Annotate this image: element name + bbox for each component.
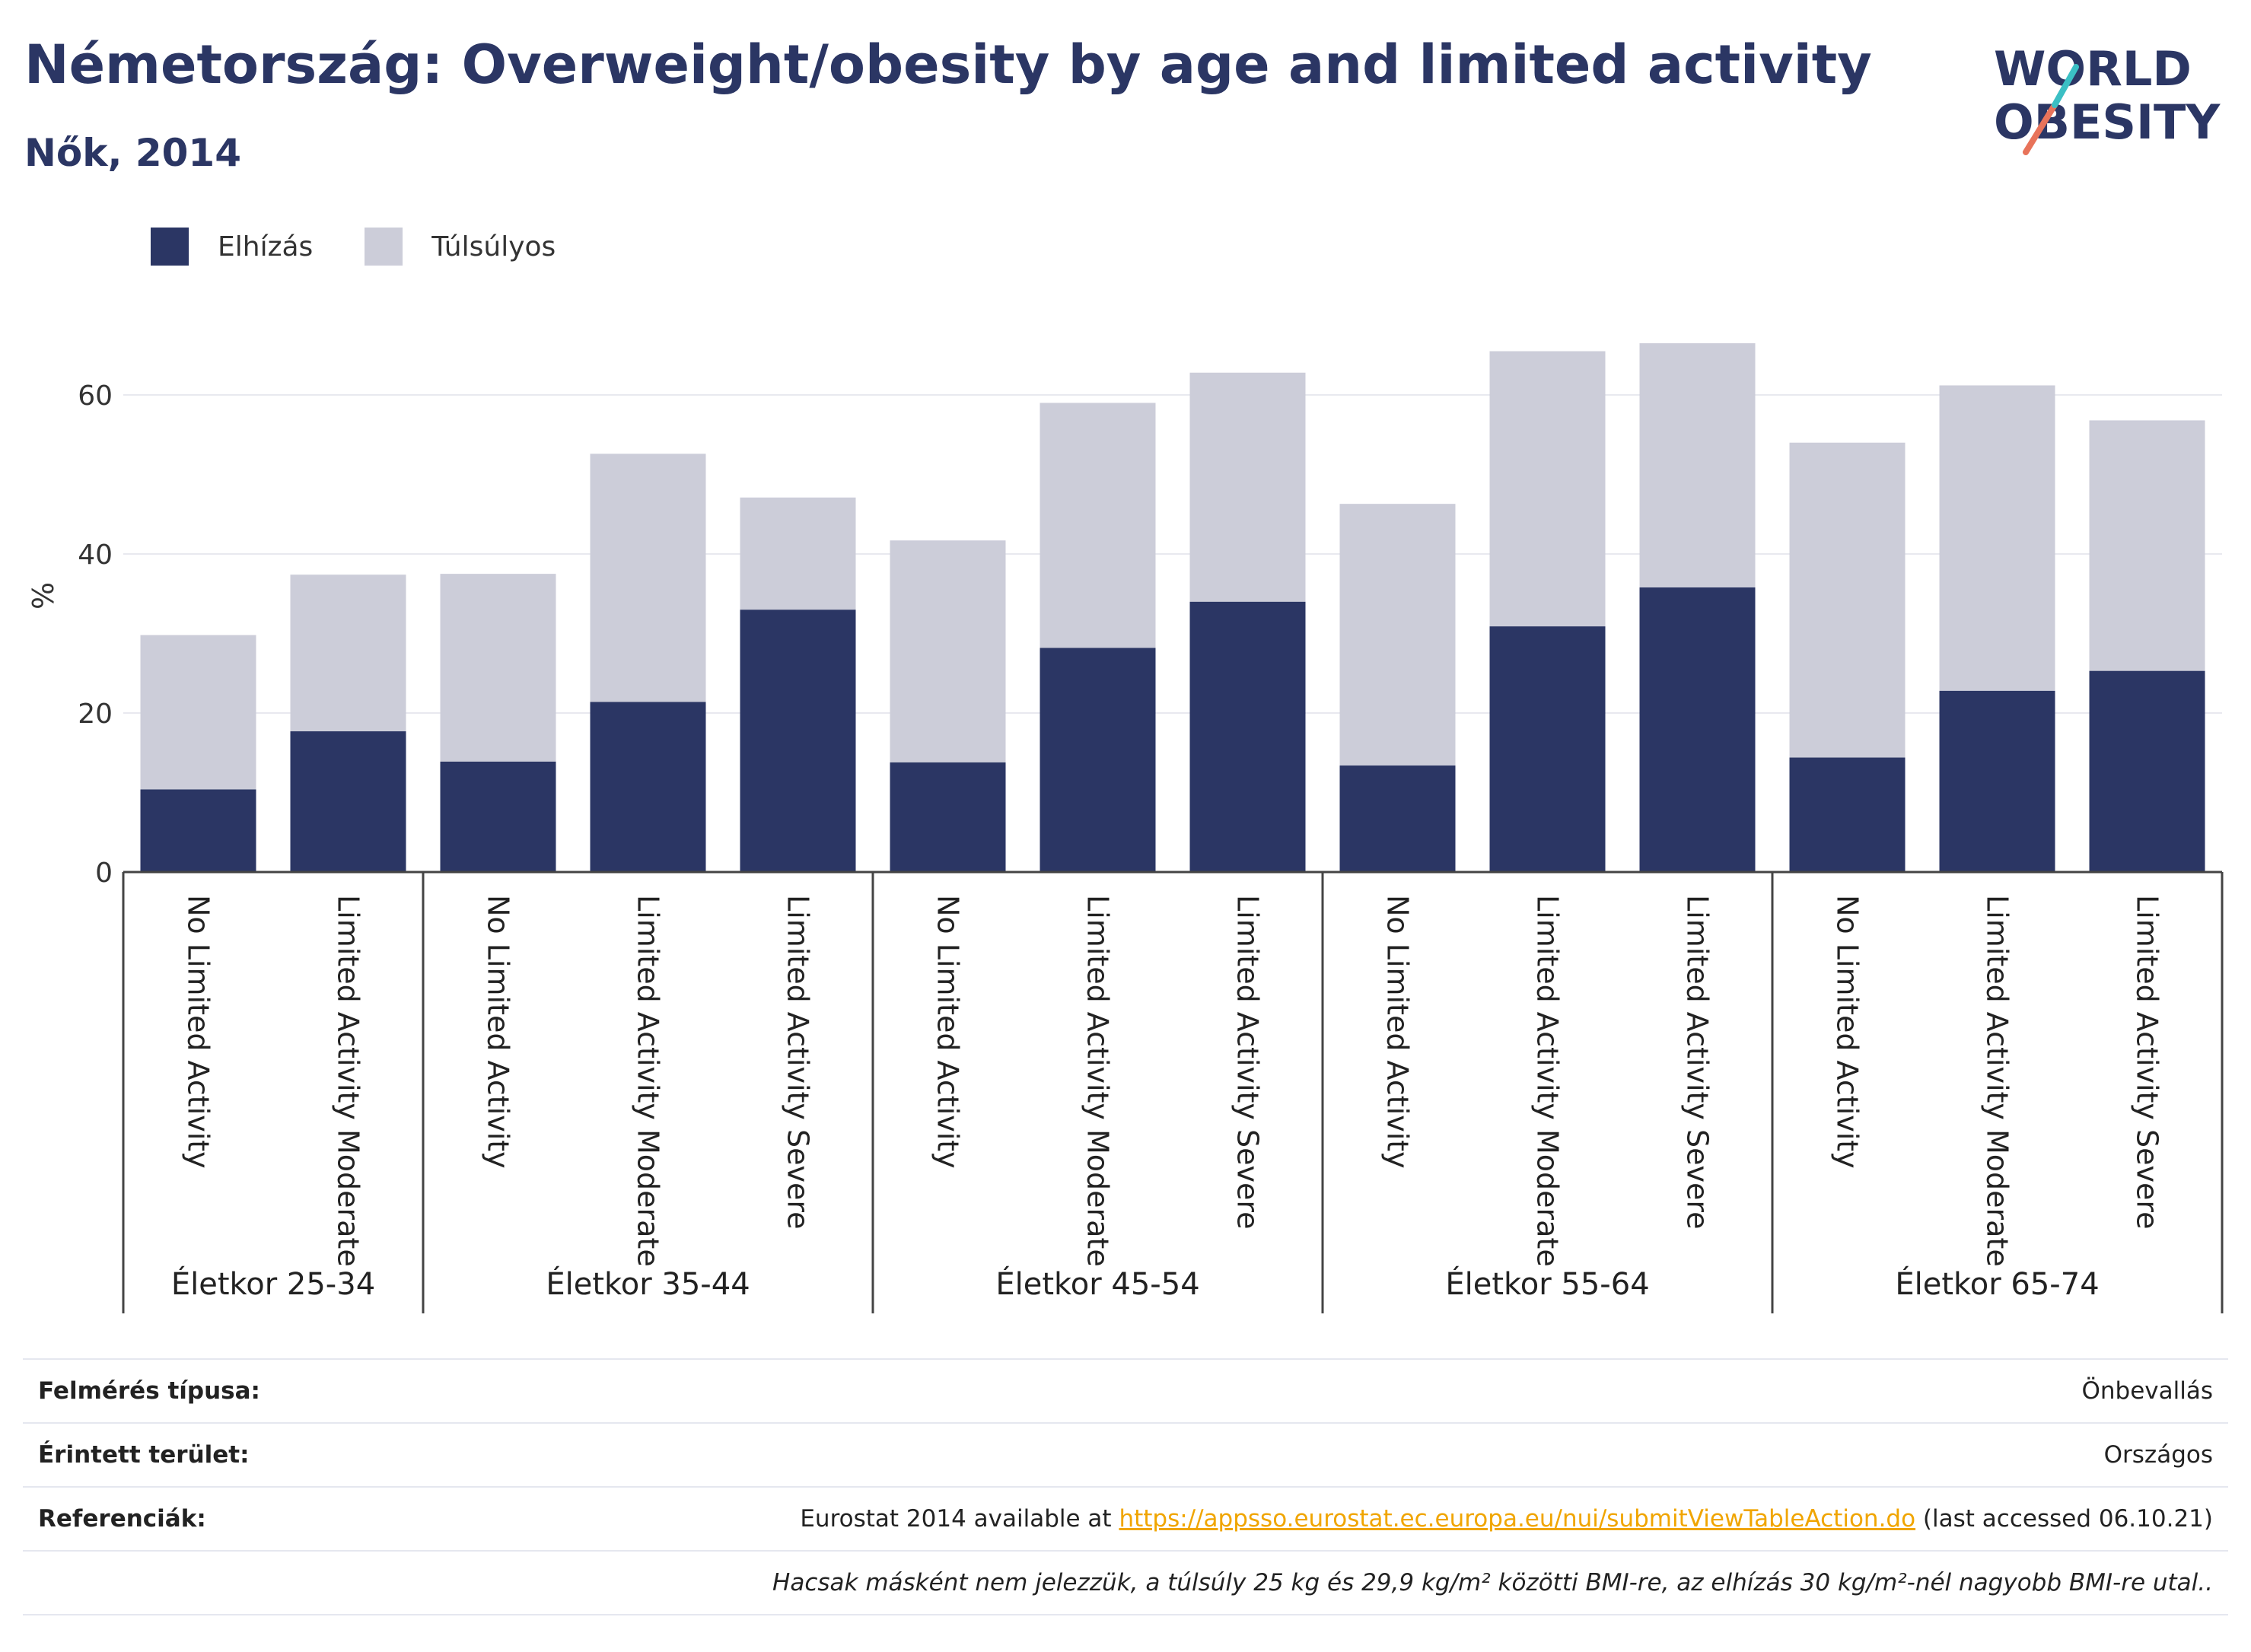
y-tick-label: 40	[78, 540, 113, 571]
x-category-label: Limited Activity Moderate	[332, 895, 365, 1267]
x-category-label: Limited Activity Severe	[2131, 895, 2164, 1230]
x-category-label: No Limited Activity	[182, 895, 215, 1169]
bar-elhizas	[440, 761, 556, 872]
x-group-label: Életkor 55-64	[1445, 1265, 1649, 1302]
x-category-label: Limited Activity Severe	[782, 895, 815, 1230]
bar-elhizas	[290, 731, 406, 872]
bar-tulsulyos	[440, 574, 556, 762]
bar-elhizas	[590, 702, 706, 872]
bar-tulsulyos	[2089, 420, 2205, 671]
footer-label-area: Érintett terület:	[38, 1441, 250, 1469]
x-category-label: Limited Activity Moderate	[1981, 895, 2014, 1267]
world-obesity-logo: WORLD OBESITY	[1994, 41, 2221, 155]
x-category-label: No Limited Activity	[482, 895, 515, 1169]
footer-label-survey-type: Felmérés típusa:	[38, 1377, 260, 1405]
x-category-label: No Limited Activity	[1831, 895, 1864, 1169]
legend-swatch-elhizas	[151, 228, 189, 266]
x-category-label: Limited Activity Moderate	[1081, 895, 1115, 1267]
legend-item-tulsulyos[interactable]: Túlsúlyos	[365, 228, 556, 266]
bar-tulsulyos	[140, 635, 256, 790]
chart-subtitle: Nők, 2014	[24, 131, 242, 175]
bar-elhizas	[890, 762, 1006, 872]
y-tick-label: 20	[78, 699, 113, 730]
bar-elhizas	[1639, 587, 1756, 872]
footer-value-references: Eurostat 2014 available at https://appss…	[800, 1505, 2213, 1533]
x-category-label: No Limited Activity	[1381, 895, 1415, 1169]
footer-row-survey-type: Felmérés típusa: Önbevallás	[23, 1358, 2228, 1422]
logo-slash-coral	[2023, 102, 2058, 155]
footer-value-area: Országos	[2103, 1441, 2213, 1469]
reference-prefix: Eurostat 2014 available at	[800, 1505, 1119, 1533]
bar-elhizas	[1040, 648, 1156, 872]
bar-tulsulyos	[1489, 351, 1606, 627]
bar-elhizas	[1339, 765, 1456, 872]
x-category-label: Limited Activity Moderate	[1531, 895, 1565, 1267]
legend-label-tulsulyos: Túlsúlyos	[431, 231, 556, 263]
bar-tulsulyos	[1939, 385, 2055, 691]
footer-label-references: Referenciák:	[38, 1505, 206, 1533]
footer-note: Hacsak másként nem jelezzük, a túlsúly 2…	[772, 1569, 2213, 1596]
bar-elhizas	[1189, 601, 1306, 872]
footer-row-area: Érintett terület: Országos	[23, 1422, 2228, 1486]
bar-tulsulyos	[890, 540, 1006, 762]
legend-item-elhizas[interactable]: Elhízás	[151, 228, 313, 266]
x-group-label: Életkor 35-44	[546, 1265, 750, 1302]
x-group-label: Életkor 45-54	[995, 1265, 1199, 1302]
logo-text-world: WORLD	[1994, 41, 2192, 97]
chart-title: Németország: Overweight/obesity by age a…	[24, 33, 1872, 96]
footer-value-survey-type: Önbevallás	[2081, 1377, 2213, 1405]
x-category-label: Limited Activity Severe	[1681, 895, 1715, 1230]
chart-legend: Elhízás Túlsúlyos	[151, 225, 607, 268]
y-tick-label: 60	[78, 380, 113, 412]
x-category-label: Limited Activity Moderate	[632, 895, 665, 1267]
x-group-label: Életkor 25-34	[171, 1265, 375, 1302]
bar-tulsulyos	[740, 497, 856, 610]
stacked-bar-chart: 0 20 40 60% No Limited Activity Limited Activ…	[27, 343, 2224, 1313]
bar-elhizas	[2089, 670, 2205, 872]
bar-tulsulyos	[1189, 372, 1306, 602]
bar-tulsulyos	[290, 575, 406, 732]
y-tick-label: 0	[95, 858, 113, 889]
bar-tulsulyos	[1339, 504, 1456, 766]
logo-text-obesity: OBESITY	[1994, 94, 2221, 150]
legend-label-elhizas: Elhízás	[218, 231, 314, 263]
bar-elhizas	[1939, 690, 2055, 872]
reference-suffix: (last accessed 06.10.21)	[1915, 1505, 2213, 1533]
footer-row-note: Hacsak másként nem jelezzük, a túlsúly 2…	[23, 1550, 2228, 1615]
bar-elhizas	[140, 789, 256, 872]
chart-footer: Felmérés típusa: Önbevallás Érintett ter…	[23, 1358, 2228, 1615]
bar-elhizas	[740, 610, 856, 872]
bar-tulsulyos	[1789, 442, 1906, 758]
reference-link[interactable]: https://appsso.eurostat.ec.europa.eu/nui…	[1119, 1505, 1916, 1533]
logo-slash-teal	[2052, 64, 2079, 108]
bar-tulsulyos	[590, 454, 706, 702]
bar-elhizas	[1489, 626, 1606, 872]
bar-elhizas	[1789, 757, 1906, 872]
x-category-label: No Limited Activity	[931, 895, 965, 1169]
bar-tulsulyos	[1040, 403, 1156, 648]
x-group-label: Életkor 65-74	[1895, 1265, 2099, 1302]
legend-swatch-tulsulyos	[365, 228, 403, 266]
bar-tulsulyos	[1639, 343, 1756, 587]
x-category-label: Limited Activity Severe	[1231, 895, 1265, 1230]
footer-row-references: Referenciák: Eurostat 2014 available at …	[23, 1486, 2228, 1550]
y-axis-label: %	[27, 582, 60, 610]
